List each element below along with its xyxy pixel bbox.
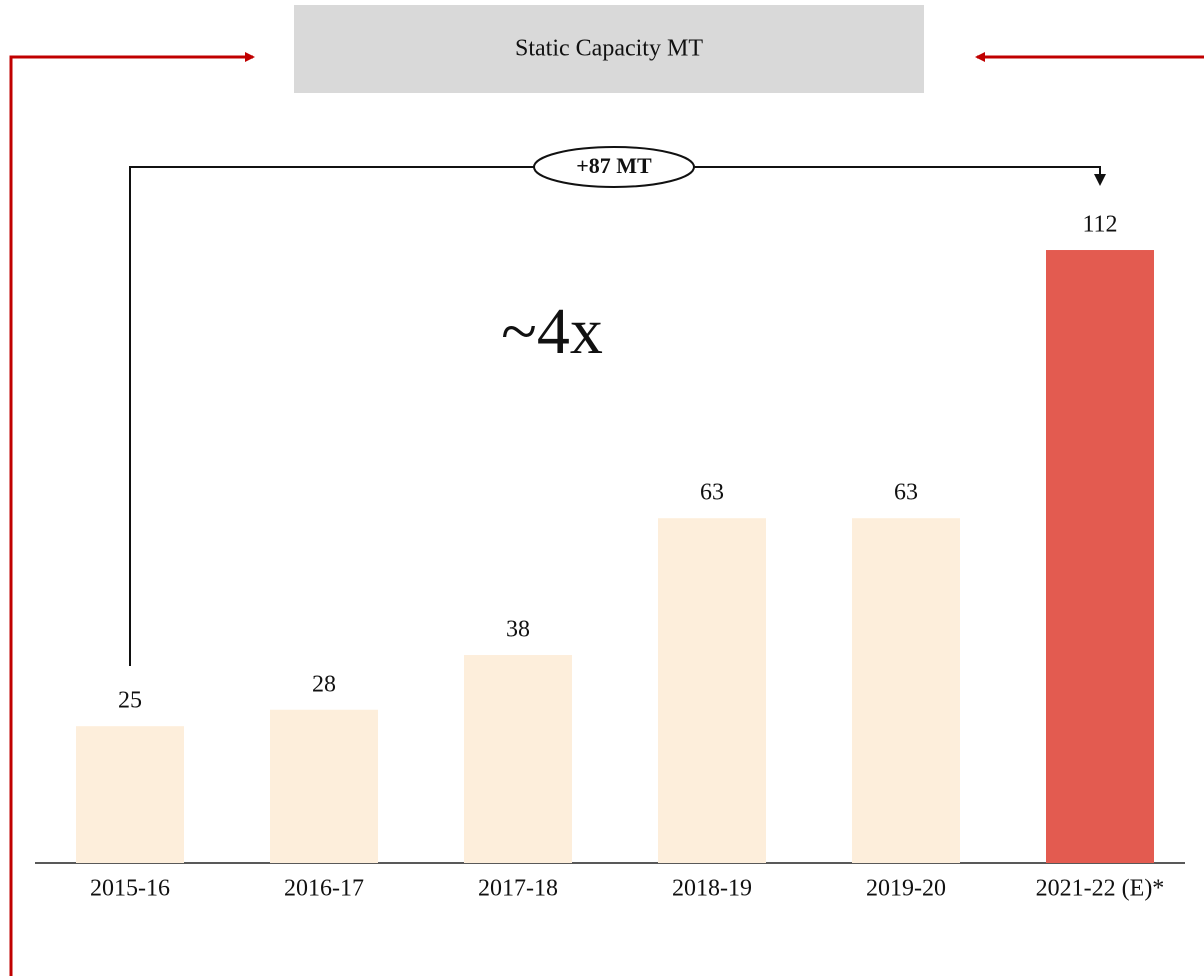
bar [658, 518, 766, 863]
growth-label: +87 MT [576, 153, 652, 178]
value-label: 38 [506, 617, 530, 643]
bar [852, 518, 960, 863]
multiplier-label: ~4x [501, 295, 603, 368]
x-tick-label: 2021-22 (E)* [1036, 876, 1165, 902]
value-label: 25 [118, 688, 142, 714]
bar [76, 726, 184, 863]
red-bracket-left [9, 52, 255, 976]
value-label: 112 [1082, 212, 1117, 238]
value-label: 63 [700, 480, 724, 506]
x-tick-label: 2016-17 [284, 876, 364, 902]
chart-title: Static Capacity MT [515, 36, 703, 62]
x-tick-label: 2018-19 [672, 876, 752, 902]
bar [464, 655, 572, 863]
title-box [294, 5, 924, 93]
bar [270, 709, 378, 863]
bar [1046, 250, 1154, 864]
value-label: 28 [312, 671, 336, 697]
value-label: 63 [894, 480, 918, 506]
x-tick-label: 2015-16 [90, 876, 170, 902]
x-tick-label: 2017-18 [478, 876, 558, 902]
growth-badge [533, 146, 695, 188]
x-tick-label: 2019-20 [866, 876, 946, 902]
